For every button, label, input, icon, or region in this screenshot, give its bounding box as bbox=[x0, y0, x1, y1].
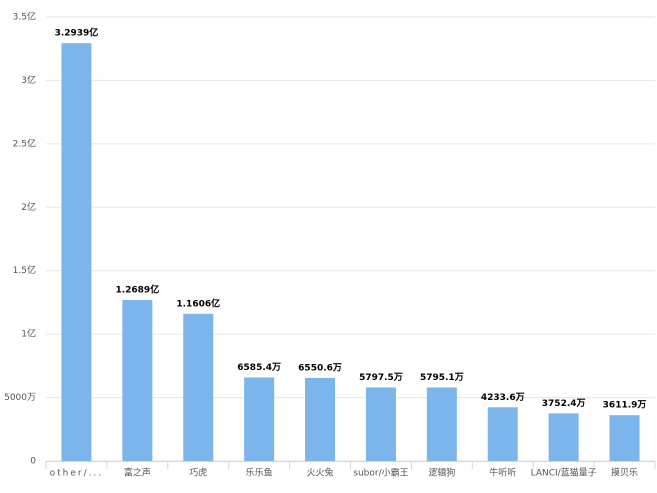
value-label: 4233.6万 bbox=[481, 392, 525, 403]
bar bbox=[487, 407, 518, 461]
bar bbox=[365, 387, 396, 461]
bar bbox=[122, 300, 153, 461]
bar bbox=[183, 313, 214, 461]
y-tick-label: 1亿 bbox=[21, 328, 36, 340]
bar bbox=[426, 387, 457, 461]
y-tick-label: 5000万 bbox=[4, 393, 36, 403]
x-tick-label: 逻辑狗 bbox=[428, 467, 455, 479]
bar bbox=[244, 377, 275, 461]
bar bbox=[548, 413, 579, 461]
y-tick-label: 3.5亿 bbox=[13, 11, 36, 23]
bar bbox=[305, 377, 336, 461]
value-label: 3752.4万 bbox=[542, 398, 586, 409]
x-tick-label: 乐乐鱼 bbox=[246, 467, 273, 479]
y-tick-label: 3亿 bbox=[21, 74, 36, 86]
value-label: 6550.6万 bbox=[298, 362, 342, 373]
x-tick-label: 牛听听 bbox=[489, 467, 516, 479]
bar bbox=[609, 415, 640, 461]
x-tick-label: 巧虎 bbox=[189, 467, 207, 479]
value-label: 1.2689亿 bbox=[115, 284, 159, 296]
x-tick-label: other/... bbox=[50, 469, 104, 479]
value-label: 6585.4万 bbox=[237, 362, 281, 373]
x-tick-label: 火火兔 bbox=[307, 467, 334, 479]
bar bbox=[61, 43, 92, 461]
y-tick-label: 0 bbox=[30, 457, 36, 467]
value-label: 3611.9万 bbox=[603, 400, 647, 411]
x-tick-label: 富之声 bbox=[124, 467, 151, 479]
y-tick-label: 1.5亿 bbox=[13, 264, 36, 276]
y-tick-label: 2.5亿 bbox=[13, 137, 36, 149]
value-label: 5795.1万 bbox=[420, 372, 464, 383]
x-tick-label: 摸贝乐 bbox=[611, 467, 638, 479]
y-tick-label: 2亿 bbox=[21, 201, 36, 213]
x-tick-label: subor/小霸王 bbox=[353, 468, 408, 479]
value-label: 5797.5万 bbox=[359, 372, 403, 383]
value-label: 1.1606亿 bbox=[176, 297, 220, 309]
x-tick-label: LANCI/蓝猫量子 bbox=[531, 467, 597, 479]
value-label: 3.2939亿 bbox=[55, 27, 99, 39]
